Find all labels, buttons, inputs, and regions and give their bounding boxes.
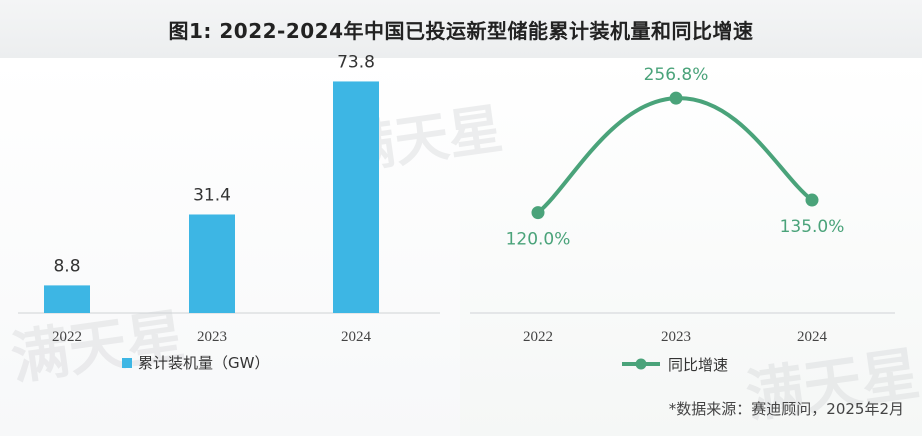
bar-x-tick-label: 2023 — [197, 329, 227, 345]
source-note: *数据来源：赛迪顾问，2025年2月 — [668, 400, 904, 418]
title-bar: 图1: 2022-2024年中国已投运新型储能累计装机量和同比增速 — [0, 0, 922, 58]
line-x-tick-label: 2024 — [797, 329, 828, 345]
bar-2022 — [44, 285, 90, 313]
bar-legend-label: 累计装机量（GW） — [138, 354, 269, 372]
bar-2024 — [333, 81, 379, 313]
bar-x-tick-label: 2024 — [341, 329, 372, 345]
bar-x-tick-label: 2022 — [52, 329, 82, 345]
bar-legend-swatch — [122, 358, 132, 368]
line-point-2024 — [805, 193, 819, 207]
line-panel-background — [460, 58, 922, 436]
line-x-tick-label: 2023 — [661, 329, 691, 345]
bar-data-label: 31.4 — [193, 185, 231, 205]
line-legend-marker — [635, 358, 647, 370]
line-series-growth — [536, 96, 814, 215]
bar-2023 — [189, 214, 235, 313]
line-point-2023 — [669, 91, 683, 105]
line-point-2022 — [531, 206, 545, 220]
line-data-label: 120.0% — [506, 230, 571, 250]
line-data-label: 256.8% — [644, 65, 709, 85]
line-x-tick-label: 2022 — [523, 329, 553, 345]
line-data-label: 135.0% — [780, 217, 845, 237]
line-legend-label: 同比增速 — [668, 356, 728, 374]
bar-data-label: 73.8 — [337, 52, 375, 72]
chart-title: 图1: 2022-2024年中国已投运新型储能累计装机量和同比增速 — [168, 19, 754, 43]
bar-data-label: 8.8 — [53, 256, 80, 276]
